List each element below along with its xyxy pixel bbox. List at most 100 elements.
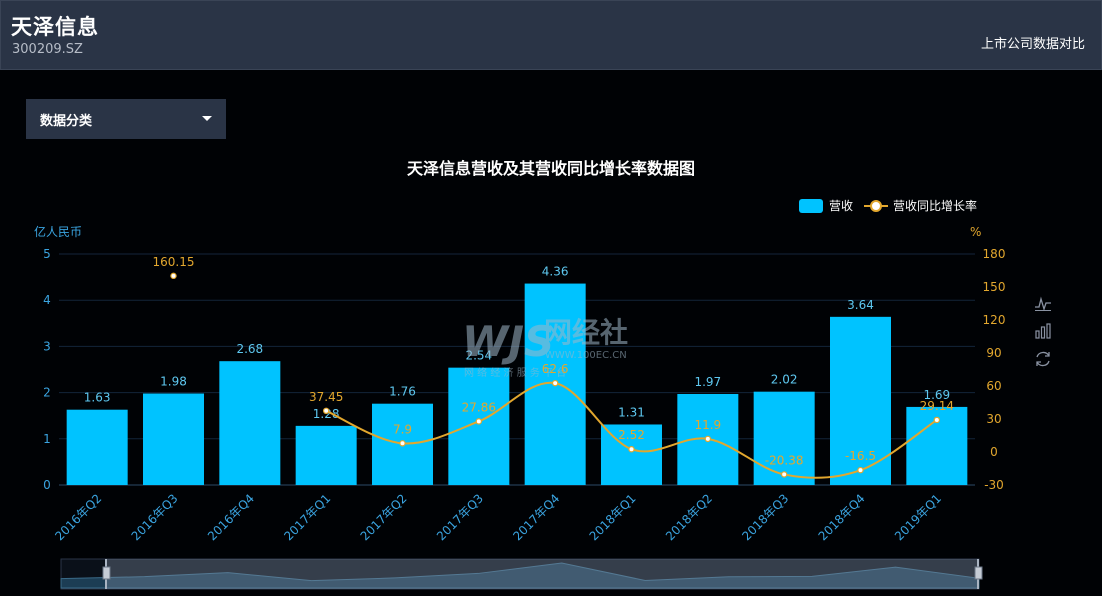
revenue-bar[interactable] (143, 393, 204, 485)
right-axis-label: % (970, 225, 981, 239)
chart-toolbox (1034, 294, 1054, 378)
right-tick-label: 150 (983, 280, 1006, 294)
revenue-bar-label: 1.63 (84, 391, 111, 405)
growth-rate-label: -20.38 (765, 453, 804, 467)
watermark: WJS 网经社 WWW.100EC.CN 网 络 经 济 服 务 平 台 (462, 316, 628, 379)
x-tick-label: 2018年Q2 (663, 491, 715, 543)
right-tick-label: 90 (986, 346, 1001, 360)
growth-rate-point[interactable] (780, 471, 788, 478)
left-tick-label: 3 (43, 339, 51, 353)
growth-rate-point[interactable] (933, 416, 941, 424)
left-tick-label: 5 (43, 247, 51, 261)
header-bar: 天泽信息 300209.SZ 上市公司数据对比 (0, 0, 1102, 70)
x-tick-label: 2017年Q2 (358, 491, 410, 543)
growth-rate-label: 27.86 (462, 400, 496, 414)
revenue-bars (66, 283, 968, 485)
compare-link[interactable]: 上市公司数据对比 (980, 37, 1085, 52)
growth-rate-label: 37.45 (309, 390, 343, 404)
zoom-handle-right[interactable] (974, 559, 983, 589)
revenue-bar-label: 1.31 (618, 405, 645, 419)
x-tick-label: 2017年Q1 (281, 491, 333, 543)
revenue-bar[interactable] (830, 316, 891, 485)
growth-rate-points (170, 272, 941, 478)
revenue-bar-label: 1.76 (389, 385, 416, 399)
growth-rate-point[interactable] (704, 435, 712, 443)
grid-lines (59, 253, 975, 486)
chart-legend: 营收 营收同比增长率 (799, 198, 977, 213)
revenue-bar-label: 3.64 (847, 298, 874, 312)
line-chart-icon[interactable] (1034, 294, 1052, 312)
growth-rate-point[interactable] (628, 446, 635, 453)
right-tick-label: 120 (983, 313, 1006, 327)
growth-rate-label: -16.5 (845, 449, 876, 463)
growth-rate-label: 62.6 (542, 362, 569, 376)
chevron-down-icon (202, 116, 212, 121)
revenue-bar[interactable] (448, 367, 510, 485)
watermark-tagline: 网 络 经 济 服 务 平 台 (464, 366, 566, 379)
watermark-url: WWW.100EC.CN (545, 350, 627, 361)
growth-rate-point[interactable] (399, 440, 406, 447)
company-name: 天泽信息 (11, 15, 99, 39)
stock-code: 300209.SZ (12, 42, 83, 57)
left-tick-label: 0 (43, 478, 51, 492)
zoom-preview-area (60, 562, 980, 589)
revenue-bar[interactable] (295, 425, 357, 485)
x-tick-label: 2017年Q3 (434, 491, 486, 543)
revenue-bar-labels: 1.631.982.681.281.762.544.361.311.972.02… (84, 265, 950, 421)
revenue-bar-label: 2.68 (236, 342, 263, 356)
x-tick-label: 2016年Q2 (52, 491, 104, 543)
revenue-bar[interactable] (66, 409, 128, 485)
legend-item-revenue[interactable]: 营收 (799, 199, 853, 213)
growth-rate-point[interactable] (551, 379, 559, 387)
restore-icon[interactable] (1034, 350, 1052, 368)
x-tick-label: 2018年Q1 (587, 491, 639, 543)
growth-rate-label: 160.15 (153, 255, 195, 269)
growth-rate-label: 7.9 (393, 422, 412, 436)
legend-item-growth[interactable]: 营收同比增长率 (864, 198, 977, 213)
x-tick-label: 2019年Q1 (892, 491, 944, 543)
left-axis-label: 亿人民币 (34, 224, 82, 239)
bar-chart-icon[interactable] (1034, 322, 1052, 340)
revenue-bar-label: 1.97 (694, 375, 721, 389)
growth-rate-labels: 160.15 37.45 7.9 27.86 62.6 2.52 11.9 -20.38 -16… (153, 255, 955, 468)
growth-rate-label: 11.9 (694, 418, 721, 432)
revenue-bar[interactable] (753, 391, 815, 485)
revenue-bar-label: 2.54 (465, 349, 492, 363)
left-tick-label: 2 (43, 386, 51, 400)
left-axis-ticks: 0 1 2 3 4 5 (43, 247, 51, 492)
x-tick-label: 2017年Q4 (510, 491, 562, 543)
legend-label-growth: 营收同比增长率 (893, 198, 977, 213)
growth-rate-point[interactable] (170, 272, 177, 280)
revenue-bar-label: 2.02 (771, 373, 798, 387)
revenue-bar[interactable] (219, 361, 281, 485)
x-tick-label: 2018年Q4 (816, 491, 868, 543)
revenue-chart: 天泽信息营收及其营收同比增长率数据图 营收 营收同比增长率 亿人民币 % 012… (34, 159, 1006, 590)
data-category-dropdown[interactable]: 数据分类 (26, 99, 226, 139)
growth-rate-point[interactable] (475, 418, 483, 425)
growth-rate-label: 2.52 (618, 428, 645, 442)
right-tick-label: 180 (983, 247, 1006, 261)
zoom-handle-left[interactable] (102, 559, 111, 589)
watermark-brand: 网经社 (544, 316, 628, 349)
x-tick-label: 2018年Q3 (739, 491, 791, 543)
x-axis-ticks: 2016年Q2 2016年Q3 2016年Q4 2017年Q1 2017年Q2 2017年… (52, 491, 944, 543)
chart-title: 天泽信息营收及其营收同比增长率数据图 (407, 159, 695, 178)
right-tick-label: 60 (986, 379, 1001, 393)
revenue-bar-label: 4.36 (542, 265, 569, 279)
right-tick-label: 0 (990, 445, 998, 459)
left-tick-label: 4 (43, 293, 51, 307)
right-tick-label: -30 (984, 478, 1004, 492)
growth-rate-point[interactable] (857, 466, 864, 474)
legend-label-revenue: 营收 (829, 199, 853, 213)
left-tick-label: 1 (43, 432, 51, 446)
growth-rate-point[interactable] (322, 407, 330, 415)
watermark-logo: WJS (462, 317, 554, 366)
right-tick-label: 30 (986, 412, 1001, 426)
x-tick-label: 2016年Q3 (129, 491, 181, 543)
revenue-bar-label: 1.98 (160, 375, 187, 389)
growth-rate-label: 29.14 (920, 399, 954, 413)
right-axis-ticks: -30 0 30 60 90 120 150 180 (983, 247, 1006, 492)
revenue-bar-label: 1.69 (923, 388, 950, 402)
dropdown-label: 数据分类 (40, 114, 93, 129)
data-zoom-slider[interactable] (60, 558, 983, 590)
